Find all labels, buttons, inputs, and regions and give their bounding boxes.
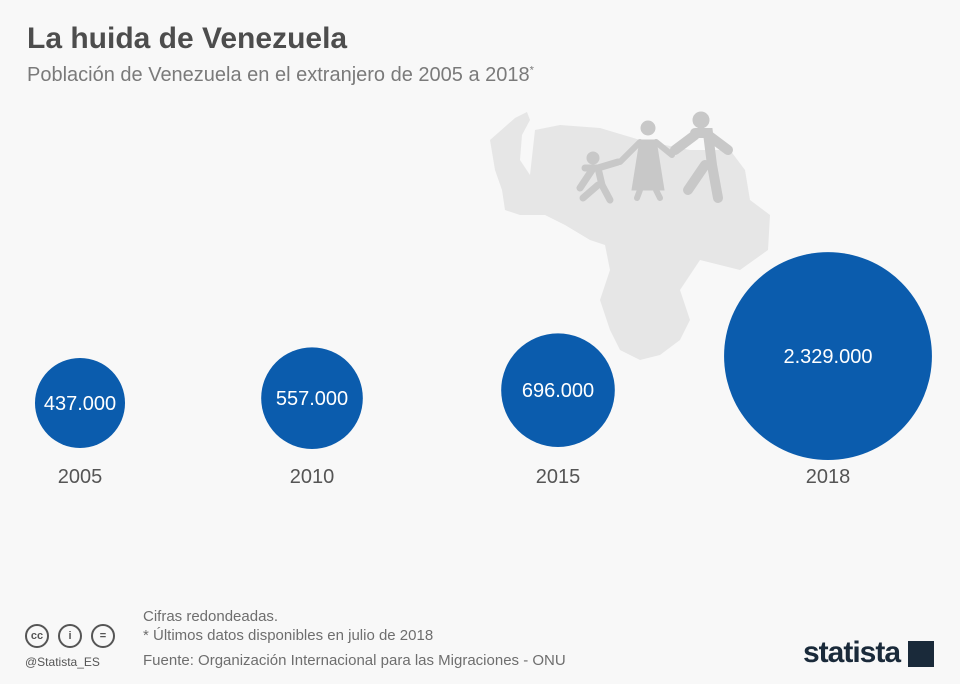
- by-icon: i: [58, 624, 82, 648]
- category-label: 2018: [806, 466, 851, 488]
- nd-icon: =: [91, 624, 115, 648]
- category-label: 2005: [58, 466, 103, 488]
- statista-handle[interactable]: @Statista_ES: [25, 655, 100, 669]
- bubble-2005: [34, 357, 126, 449]
- data-label: 2.329.000: [784, 346, 873, 368]
- family-walking-icon: [576, 111, 733, 204]
- data-label: 437.000: [44, 393, 116, 415]
- page-title: La huida de Venezuela: [27, 22, 348, 55]
- bubble-2018: [724, 252, 932, 460]
- data-label: 696.000: [522, 380, 594, 402]
- category-label: 2010: [290, 466, 335, 488]
- source: Fuente: Organización Internacional para …: [143, 652, 566, 669]
- subtitle-footnote-mark: *: [529, 64, 534, 77]
- statista-logo[interactable]: statista: [803, 636, 901, 669]
- category-label: 2015: [536, 466, 581, 488]
- statista-logo-mark-icon: [908, 641, 934, 667]
- subtitle-text: Población de Venezuela en el extranjero …: [27, 64, 530, 86]
- note-latest-data: * Últimos datos disponibles en julio de …: [143, 627, 434, 644]
- cc-icon: cc: [25, 624, 49, 648]
- bubble-2015: [501, 333, 615, 447]
- data-label: 557.000: [276, 388, 348, 410]
- note-rounded: Cifras redondeadas.: [143, 608, 279, 625]
- bubble-2010: [261, 347, 363, 450]
- page-subtitle: Población de Venezuela en el extranjero …: [27, 64, 534, 87]
